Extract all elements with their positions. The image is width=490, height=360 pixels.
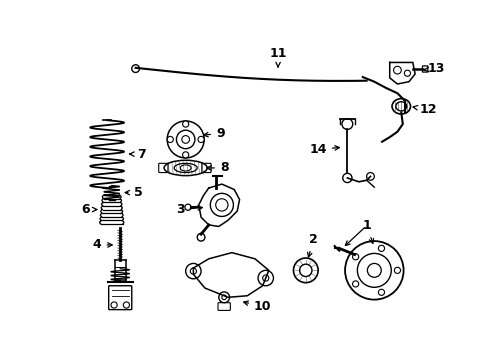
Text: 9: 9 [204,127,224,140]
Text: 2: 2 [308,233,318,257]
Text: 3: 3 [176,203,202,216]
Circle shape [198,136,204,143]
Circle shape [183,152,189,158]
Text: 5: 5 [125,186,142,199]
Text: 11: 11 [270,48,287,67]
Text: 13: 13 [424,62,445,75]
Text: 10: 10 [244,300,271,313]
Text: 1: 1 [362,219,373,243]
Text: 12: 12 [413,103,437,116]
Circle shape [167,136,173,143]
Text: 4: 4 [93,238,112,251]
Text: 14: 14 [309,143,340,156]
Text: 8: 8 [207,161,228,175]
Circle shape [183,121,189,127]
Text: 6: 6 [81,203,97,216]
Text: 7: 7 [130,148,146,161]
